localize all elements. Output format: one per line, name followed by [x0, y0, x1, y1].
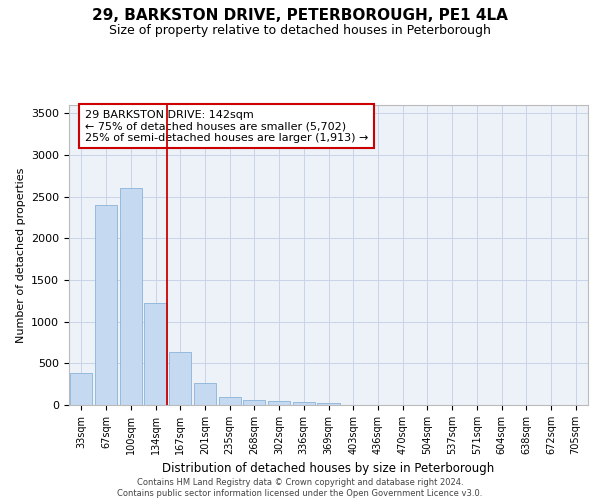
Bar	[317, 402, 340, 405]
Bar	[119, 188, 142, 405]
X-axis label: Distribution of detached houses by size in Peterborough: Distribution of detached houses by size …	[163, 462, 494, 475]
Text: Size of property relative to detached houses in Peterborough: Size of property relative to detached ho…	[109, 24, 491, 37]
Bar	[95, 205, 117, 405]
Bar	[243, 400, 265, 405]
Bar	[194, 384, 216, 405]
Text: 29 BARKSTON DRIVE: 142sqm
← 75% of detached houses are smaller (5,702)
25% of se: 29 BARKSTON DRIVE: 142sqm ← 75% of detac…	[85, 110, 368, 142]
Bar	[70, 372, 92, 405]
Text: 29, BARKSTON DRIVE, PETERBOROUGH, PE1 4LA: 29, BARKSTON DRIVE, PETERBOROUGH, PE1 4L…	[92, 8, 508, 22]
Bar	[169, 352, 191, 405]
Bar	[293, 402, 315, 405]
Bar	[268, 401, 290, 405]
Text: Contains HM Land Registry data © Crown copyright and database right 2024.
Contai: Contains HM Land Registry data © Crown c…	[118, 478, 482, 498]
Y-axis label: Number of detached properties: Number of detached properties	[16, 168, 26, 342]
Bar	[145, 302, 167, 405]
Bar	[218, 396, 241, 405]
